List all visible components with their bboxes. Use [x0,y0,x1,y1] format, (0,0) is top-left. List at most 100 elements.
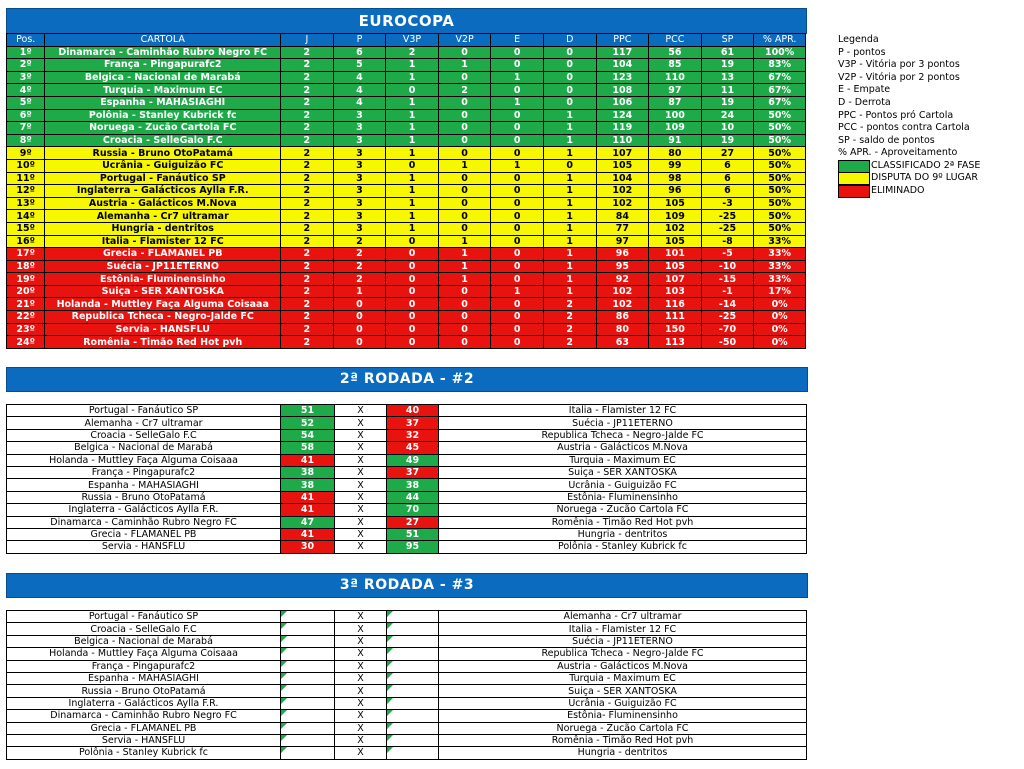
standings-cell-sp: 19 [700,133,755,148]
standings-cell-team: Romênia - Timão Red Hot pvh [44,335,282,349]
standings-cell-ppc: 77 [595,221,650,236]
match-row: Servia - HANSFLU 30 X 95 Polônia - Stanley K… [6,540,807,554]
standings-cell-d: 1 [542,196,597,211]
standings-cell-v3p: 1 [385,95,439,110]
standings-cell-v2p: 2 [437,83,492,97]
standings-cell-apr: 67% [753,83,806,97]
standings-cell-e: 0 [490,234,544,249]
standings-cell-v3p: 1 [385,171,439,186]
standings-cell-sp: -25 [700,310,755,324]
standings-cell-pcc: 100 [648,108,702,123]
standings-cell-p: 3 [332,196,387,211]
away-score [386,659,439,673]
standings-cell-d: 1 [542,171,597,186]
standings-cell-v2p: 1 [437,247,492,261]
standings-cell-ppc: 80 [595,322,650,337]
legend-swatch-label: CLASSIFICADO 2ª FASE [871,159,981,171]
standings-cell-pcc: 80 [648,146,702,160]
standings-cell-apr: 50% [753,121,806,135]
match-row: Espanha - MAHASIAGHI X Turquia - Maximum E… [6,671,807,686]
away-score: 49 [386,453,439,467]
standings-cell-ppc: 63 [595,335,650,349]
standings-cell-team: Croacia - SelleGalo F.C [44,133,282,148]
standings-cell-sp: -14 [700,297,755,312]
standings-cell-e: 0 [490,133,544,148]
standings-cell-d: 2 [542,335,597,349]
home-team: Russia - Bruno OtoPatamá [6,490,281,505]
home-score: 58 [280,441,335,455]
away-team: Suécia - JP11ETERNO [438,416,807,430]
legend-swatch [838,172,870,186]
standings-cell-sp: 61 [700,45,755,60]
standings-cell-p: 3 [332,184,387,198]
standings-row: 8º Croacia - SelleGalo F.C 2 3 1 0 0 1 110 91 19 50… [5,133,806,148]
standings-row: 24º Romênia - Timão Red Hot pvh 2 0 0 0 0 2 63 11… [5,335,806,349]
match-row: Portugal - Fanáutico SP 51 X 40 Italia - Fla… [6,403,807,418]
away-team: Estônia- Fluminensinho [438,490,807,505]
standings-cell-team: Italia - Flamister 12 FC [44,234,282,249]
away-score [386,609,439,624]
standings-cell-apr: 0% [753,335,806,349]
versus-mark: X [334,647,387,661]
legend-swatch-row: DISPUTA DO 9º LUGAR [838,172,980,186]
legend-item: E - Empate [838,84,891,96]
standings-cell-d: 0 [542,83,597,97]
standings-table: Pos. CARTOLA J P V3P V2P E D PPC PCC SP% APR. 1º Di… [5,33,806,349]
standings-cell-j: 2 [280,171,334,186]
home-score: 54 [280,428,335,443]
standings-cell-sp: 19 [700,58,755,72]
versus-mark: X [334,515,387,529]
legend-swatch-label: DISPUTA DO 9º LUGAR [871,172,979,184]
standings-cell-pos: 10º [5,158,46,173]
away-score [386,721,439,735]
standings-cell-v3p: 1 [385,209,439,223]
standings-cell-sp: -3 [700,196,755,211]
standings-cell-v2p: 0 [437,221,492,236]
standings-cell-pos: 6º [5,108,46,123]
standings-cell-d: 1 [542,272,597,286]
standings-cell-v3p: 0 [385,297,439,312]
standings-cell-p: 3 [332,108,387,123]
versus-mark: X [334,453,387,467]
standings-cell-p: 2 [332,247,387,261]
away-team: Hungria - dentritos [438,527,807,542]
standings-cell-sp: -25 [700,221,755,236]
standings-cell-ppc: 117 [595,45,650,60]
standings-cell-v3p: 0 [385,247,439,261]
standings-cell-v3p: 1 [385,221,439,236]
standings-cell-pcc: 150 [648,322,702,337]
standings-cell-apr: 50% [753,184,806,198]
standings-cell-v2p: 0 [437,146,492,160]
versus-mark: X [334,622,387,636]
standings-cell-pos: 24º [5,335,46,349]
home-score [280,634,335,649]
standings-cell-e: 0 [490,272,544,286]
versus-mark: X [334,696,387,711]
away-score [386,709,439,723]
home-score: 41 [280,503,335,517]
standings-cell-d: 2 [542,297,597,312]
standings-cell-d: 0 [542,158,597,173]
standings-cell-pos: 21º [5,297,46,312]
standings-cell-team: Servia - HANSFLU [44,322,282,337]
standings-cell-v2p: 0 [437,184,492,198]
away-score: 70 [386,503,439,517]
standings-cell-team: Espanha - MAHASIAGHI [44,95,282,110]
standings-cell-pcc: 116 [648,297,702,312]
home-team: Croacia - SelleGalo F.C [6,428,281,443]
away-team: Noruega - Zucão Cartola FC [438,503,807,517]
standings-cell-sp: -8 [700,234,755,249]
standings-cell-j: 2 [280,108,334,123]
away-score [386,622,439,636]
standings-cell-j: 2 [280,184,334,198]
standings-cell-pcc: 87 [648,95,702,110]
standings-row: 22º Republica Tcheca - Negro-Jalde FC 2 0 0 0… [5,310,806,324]
header-cell: E [490,33,544,47]
standings-cell-ppc: 102 [595,284,650,299]
standings-row: 10º Ucrânia - Guiguizão FC 2 3 0 1 1 0 105 99 6 50% [5,158,806,173]
home-score [280,721,335,735]
standings-cell-v3p: 0 [385,272,439,286]
away-score [386,733,439,748]
standings-cell-v2p: 0 [437,70,492,85]
standings-cell-j: 2 [280,322,334,337]
